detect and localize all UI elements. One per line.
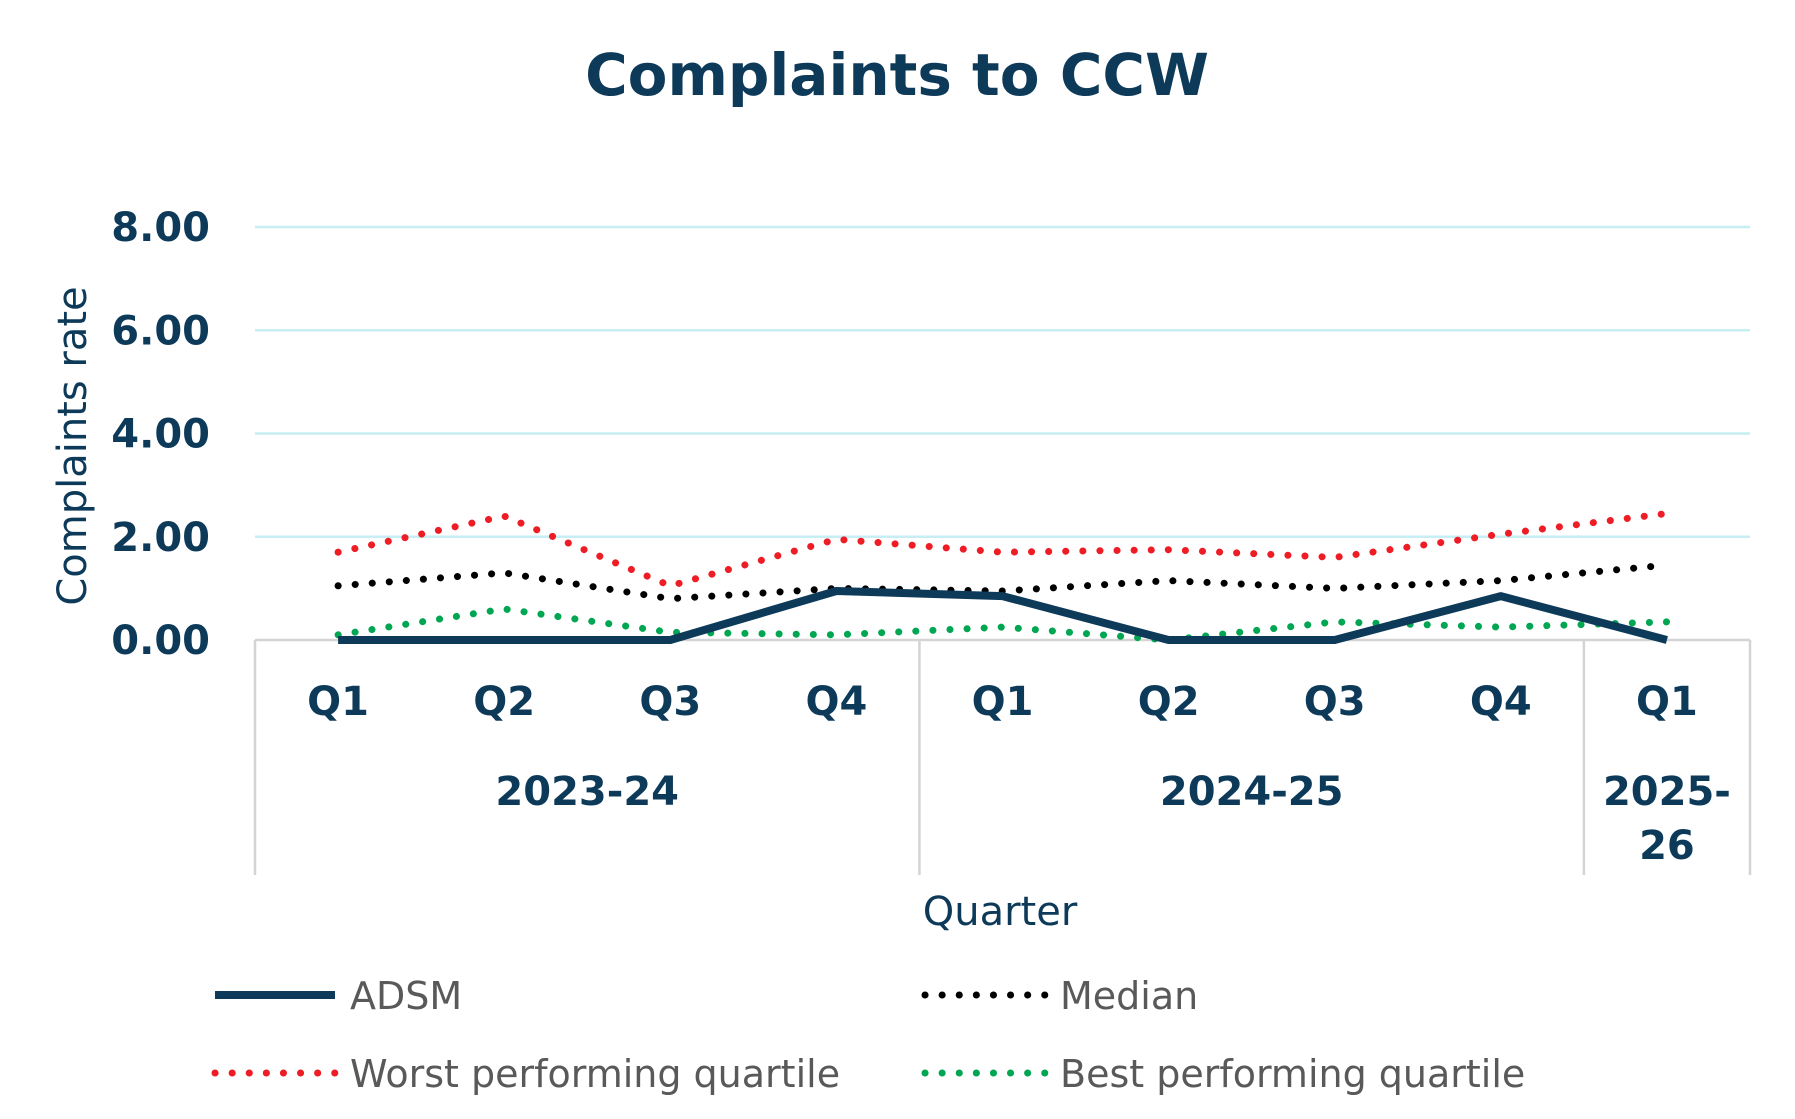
x-axis-groups: 2023-24 2024-25 2025- 26 (495, 769, 1730, 869)
series-line-adsm (338, 587, 1668, 644)
x-tick-label: Q2 (1138, 679, 1200, 725)
y-tick-label: 0.00 (111, 618, 210, 664)
x-axis-label: Quarter (923, 889, 1078, 935)
x-group-label: 2024-25 (1160, 769, 1344, 815)
x-tick-label: Q1 (1636, 679, 1698, 725)
series-line-best-performing-quartile (334, 605, 1671, 644)
x-tick-label: Q4 (805, 679, 867, 725)
legend-label: Median (1060, 974, 1198, 1018)
y-axis-label: Complaints rate (50, 286, 96, 605)
series-lines (334, 510, 1671, 644)
y-tick-label: 2.00 (111, 515, 210, 561)
category-axis-frame (253, 638, 1752, 875)
chart-title: Complaints to CCW (585, 41, 1209, 109)
series-line-median (334, 561, 1671, 603)
legend-label: Worst performing quartile (350, 1052, 840, 1096)
series-line-worst-performing-quartile (334, 510, 1671, 590)
y-axis-ticks: 0.00 2.00 4.00 6.00 8.00 (111, 205, 210, 664)
x-tick-label: Q1 (972, 679, 1034, 725)
gridlines (255, 225, 1750, 538)
x-tick-label: Q2 (473, 679, 535, 725)
x-group-label: 2023-24 (495, 769, 679, 815)
x-tick-label: Q3 (639, 679, 701, 725)
y-tick-label: 4.00 (111, 412, 210, 458)
legend: ADSM Median Worst performing quartile Best … (211, 974, 1525, 1096)
x-group-label: 2025- (1603, 769, 1731, 815)
x-tick-label: Q1 (307, 679, 369, 725)
x-group-label: 26 (1639, 823, 1695, 869)
legend-label: Best performing quartile (1060, 1052, 1525, 1096)
x-axis-ticks: Q1 Q2 Q3 Q4 Q1 Q2 Q3 Q4 Q1 (307, 679, 1698, 725)
x-tick-label: Q3 (1304, 679, 1366, 725)
y-tick-label: 6.00 (111, 308, 210, 354)
x-tick-label: Q4 (1470, 679, 1532, 725)
legend-label: ADSM (350, 974, 462, 1018)
y-tick-label: 8.00 (111, 205, 210, 251)
